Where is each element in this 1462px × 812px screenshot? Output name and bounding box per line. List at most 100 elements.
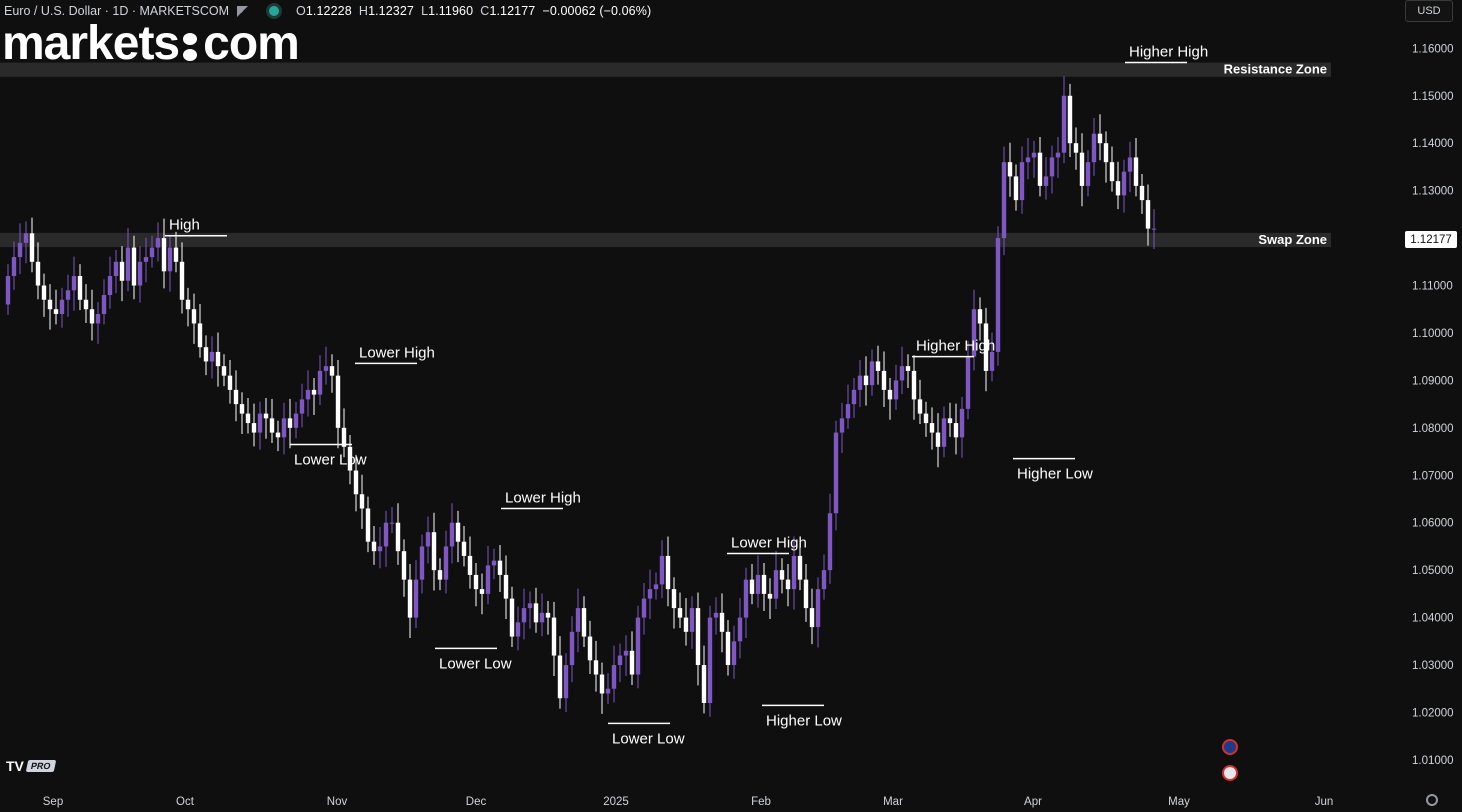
annotation-label: Lower High <box>731 535 807 552</box>
candle-body <box>431 532 437 571</box>
candle-body <box>1037 152 1043 186</box>
candle-body <box>371 541 377 552</box>
y-tick-label: 1.09000 <box>1412 375 1454 387</box>
candle-body <box>461 541 467 556</box>
candle-body <box>869 361 875 386</box>
candle-body <box>737 617 743 642</box>
candle-body <box>89 309 95 324</box>
candle-body <box>791 555 797 590</box>
y-tick-label: 1.04000 <box>1412 613 1454 625</box>
tradingview-logo[interactable]: TV PRO <box>6 758 56 774</box>
candle-body <box>881 370 887 390</box>
candle-body <box>989 351 995 371</box>
candle-body <box>77 276 83 300</box>
annotation-label: High <box>169 217 200 234</box>
x-tick-label: Feb <box>751 796 771 808</box>
candle-body <box>317 370 323 395</box>
candle-body <box>767 593 773 599</box>
candle-body <box>851 389 857 405</box>
candle-body <box>581 608 587 637</box>
candle-body <box>911 370 917 400</box>
candle-body <box>593 660 599 675</box>
candle-body <box>761 574 767 594</box>
ohlc-open: 1.12228 <box>305 4 352 18</box>
candle-body <box>845 404 851 419</box>
candle-body <box>779 570 785 580</box>
x-tick-label: 2025 <box>603 796 629 808</box>
candle-body <box>323 366 329 371</box>
symbol-title[interactable]: Euro / U.S. Dollar · 1D · MARKETSCOM <box>4 4 230 18</box>
candle-body <box>143 257 149 262</box>
candle-body <box>167 247 173 272</box>
candle-body <box>659 555 665 585</box>
ohlc-change: −0.00062 (−0.06%) <box>542 4 652 18</box>
candle-body <box>125 247 131 281</box>
y-tick-label: 1.06000 <box>1412 518 1454 530</box>
y-tick-label: 1.16000 <box>1412 43 1454 55</box>
candle-body <box>179 261 185 300</box>
candle-body <box>347 446 353 471</box>
candle-body <box>365 508 371 542</box>
markets-com-logo: markets com <box>2 17 300 70</box>
candle-body <box>377 546 383 552</box>
candle-body <box>983 323 989 371</box>
x-tick-label: Nov <box>327 796 348 808</box>
settings-icon[interactable] <box>1426 794 1438 806</box>
y-tick-label: 1.15000 <box>1412 91 1454 103</box>
candle-body <box>899 366 905 381</box>
candle-body <box>173 247 179 262</box>
candle-body <box>467 555 473 575</box>
candle-body <box>113 261 119 277</box>
candle-body <box>839 418 845 433</box>
candle-body <box>245 413 251 424</box>
candle-body <box>1127 157 1133 172</box>
candle-body <box>551 617 557 656</box>
candle-body <box>257 413 263 433</box>
candle-body <box>239 404 245 414</box>
candle-body <box>1013 176 1019 201</box>
candle-body <box>929 423 935 433</box>
candle-body <box>797 555 803 580</box>
candle-body <box>203 347 209 362</box>
candle-body <box>191 309 197 324</box>
candle-body <box>311 389 317 395</box>
candle-body <box>437 570 443 580</box>
ohlc-values: O1.12228 H1.12327 L1.11960 C1.12177 −0.0… <box>296 4 652 18</box>
candle-body <box>65 290 71 300</box>
zone-label: Swap Zone <box>1258 232 1327 247</box>
y-tick-label: 1.13000 <box>1412 186 1454 198</box>
candle-body <box>71 276 77 291</box>
candle-body <box>287 418 293 428</box>
us-event-icon[interactable] <box>1222 765 1238 781</box>
y-tick-label: 1.03000 <box>1412 660 1454 672</box>
candle-body <box>1079 152 1085 186</box>
candle-body <box>455 522 461 542</box>
candle-body <box>923 413 929 424</box>
candle-body <box>1109 162 1115 182</box>
candle-body <box>407 579 413 618</box>
candle-body <box>977 309 983 324</box>
candle-body <box>965 356 971 409</box>
candle-body <box>1007 162 1013 177</box>
candle-body <box>293 413 299 428</box>
candle-body <box>521 608 527 623</box>
candle-body <box>671 589 677 609</box>
candle-body <box>755 574 761 594</box>
candle-body <box>491 560 497 566</box>
candle-body <box>785 579 791 590</box>
y-tick-label: 1.08000 <box>1412 423 1454 435</box>
candle-body <box>1151 228 1157 230</box>
currency-select[interactable]: USD <box>1405 0 1453 22</box>
flag-icon[interactable] <box>237 5 249 17</box>
candle-body <box>539 612 545 623</box>
candle-body <box>425 532 431 547</box>
eu-event-icon[interactable] <box>1222 739 1238 755</box>
annotation-label: Higher High <box>1129 44 1208 61</box>
candle-body <box>959 408 965 438</box>
annotation-label: Lower High <box>359 344 435 361</box>
candle-body <box>263 413 269 419</box>
candle-body <box>707 617 713 703</box>
candle-body <box>335 375 341 428</box>
